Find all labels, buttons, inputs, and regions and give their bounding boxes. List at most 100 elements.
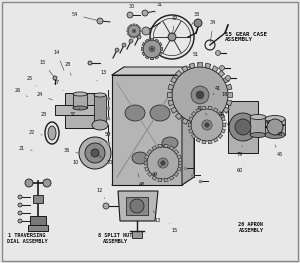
Polygon shape	[168, 100, 174, 106]
Ellipse shape	[162, 137, 178, 149]
Text: 30: 30	[129, 4, 135, 15]
Text: 22: 22	[29, 130, 42, 135]
Polygon shape	[161, 47, 163, 51]
Text: 48: 48	[138, 174, 145, 188]
Circle shape	[196, 91, 204, 99]
Polygon shape	[144, 161, 147, 165]
Circle shape	[128, 25, 140, 37]
Text: 18: 18	[222, 93, 228, 105]
Polygon shape	[223, 107, 229, 113]
Polygon shape	[158, 178, 162, 182]
Polygon shape	[189, 122, 195, 127]
Circle shape	[191, 109, 223, 141]
Polygon shape	[202, 106, 206, 110]
Circle shape	[129, 39, 133, 43]
Text: 40: 40	[219, 113, 228, 125]
Ellipse shape	[73, 106, 87, 110]
Text: 21: 21	[19, 145, 32, 150]
Polygon shape	[218, 134, 223, 139]
Polygon shape	[152, 176, 157, 180]
Circle shape	[191, 86, 209, 104]
Polygon shape	[218, 113, 225, 120]
Text: 45: 45	[275, 145, 283, 158]
Circle shape	[18, 195, 22, 199]
Ellipse shape	[150, 105, 170, 121]
Circle shape	[158, 158, 168, 168]
Text: 60: 60	[237, 163, 243, 174]
Polygon shape	[177, 155, 181, 159]
Circle shape	[143, 40, 161, 58]
Text: 41: 41	[213, 85, 221, 95]
Text: 13: 13	[97, 70, 107, 81]
Ellipse shape	[250, 114, 266, 119]
Polygon shape	[130, 24, 132, 26]
Polygon shape	[191, 112, 196, 116]
Polygon shape	[226, 84, 232, 90]
Polygon shape	[142, 52, 145, 56]
Polygon shape	[133, 24, 135, 25]
Polygon shape	[221, 129, 225, 133]
Polygon shape	[223, 77, 229, 83]
Circle shape	[88, 61, 92, 65]
Polygon shape	[155, 39, 159, 42]
Text: 8 SPLIT NUT
ASSEMBLY: 8 SPLIT NUT ASSEMBLY	[98, 233, 133, 244]
Polygon shape	[189, 129, 193, 133]
Text: 31: 31	[155, 3, 163, 13]
Text: 15 GEAR CASE
ASSEMBLY: 15 GEAR CASE ASSEMBLY	[225, 32, 267, 42]
Circle shape	[147, 147, 179, 179]
Polygon shape	[169, 176, 174, 180]
Polygon shape	[150, 38, 154, 40]
Polygon shape	[182, 66, 188, 72]
Circle shape	[127, 12, 133, 18]
Polygon shape	[145, 155, 148, 159]
Polygon shape	[164, 178, 168, 182]
Text: 51: 51	[193, 53, 199, 64]
Circle shape	[115, 48, 119, 52]
Polygon shape	[168, 84, 174, 90]
Polygon shape	[189, 117, 193, 121]
Polygon shape	[221, 117, 225, 121]
Polygon shape	[142, 42, 145, 46]
Polygon shape	[158, 144, 162, 148]
Polygon shape	[140, 30, 141, 32]
Bar	[126, 197, 148, 215]
Text: 27: 27	[54, 80, 63, 91]
Polygon shape	[159, 52, 162, 56]
Polygon shape	[218, 112, 223, 116]
Polygon shape	[179, 161, 182, 165]
Text: 71: 71	[197, 105, 207, 115]
Text: 1 TRAVERSING
DIAL ASSEMBLY: 1 TRAVERSING DIAL ASSEMBLY	[7, 233, 47, 244]
Polygon shape	[205, 63, 211, 69]
Text: 28: 28	[65, 63, 71, 75]
Polygon shape	[164, 144, 168, 148]
Ellipse shape	[265, 132, 285, 139]
Circle shape	[142, 27, 150, 35]
Circle shape	[172, 67, 228, 123]
Polygon shape	[175, 70, 182, 77]
Polygon shape	[145, 167, 148, 171]
Text: 12: 12	[97, 188, 105, 199]
Circle shape	[137, 35, 141, 39]
Polygon shape	[168, 93, 172, 98]
Polygon shape	[147, 172, 152, 176]
Text: 32: 32	[172, 16, 178, 34]
Polygon shape	[94, 95, 106, 125]
Text: 34: 34	[210, 21, 216, 42]
Polygon shape	[265, 119, 285, 135]
Polygon shape	[145, 56, 149, 59]
Circle shape	[79, 137, 111, 169]
Circle shape	[235, 119, 251, 135]
Polygon shape	[212, 118, 218, 124]
Polygon shape	[73, 94, 87, 108]
Ellipse shape	[73, 92, 87, 96]
Text: 43: 43	[275, 133, 283, 138]
Text: 47: 47	[262, 120, 271, 127]
Circle shape	[85, 143, 105, 163]
Ellipse shape	[94, 93, 106, 97]
Polygon shape	[127, 27, 129, 29]
Polygon shape	[250, 117, 266, 135]
Text: 54: 54	[72, 13, 97, 20]
Polygon shape	[130, 36, 132, 38]
Circle shape	[226, 75, 230, 80]
Polygon shape	[171, 77, 177, 83]
